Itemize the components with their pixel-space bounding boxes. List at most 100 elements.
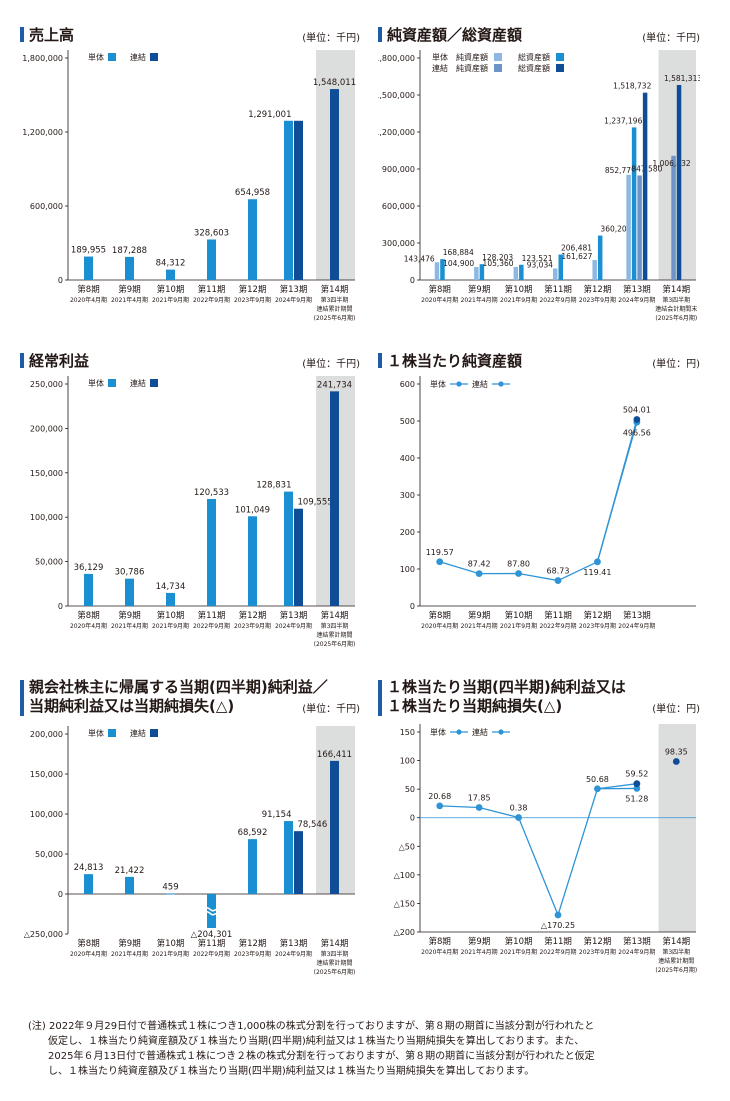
chart-title: 売上高	[20, 26, 74, 45]
point-consolidated	[633, 780, 641, 788]
x-sub-label: 連結累計期間	[658, 957, 694, 965]
y-tick-label: 150	[400, 728, 415, 737]
y-tick-label: 150,000	[30, 469, 63, 478]
x-tick-label: 第13期	[623, 284, 651, 295]
x-sub-label: 2022年9月期	[193, 622, 230, 630]
data-label: 50.68	[586, 775, 609, 784]
x-sub-label: 2021年9月期	[152, 950, 189, 958]
x-tick-label: 第10期	[505, 610, 533, 621]
x-sub-label: 2023年9月期	[234, 296, 271, 304]
data-label: 123,521	[522, 254, 553, 263]
data-label: 84,312	[156, 259, 186, 269]
legend-swatch	[108, 729, 116, 737]
data-label: 20.68	[428, 792, 451, 801]
x-sub-label: 2022年9月期	[539, 296, 576, 304]
x-tick-label: 第10期	[505, 284, 533, 295]
unit-label: (単位：千円)	[302, 33, 360, 44]
x-tick-label: 第9期	[118, 284, 140, 295]
point-consolidated	[633, 416, 641, 423]
panel-bps: １株当たり純資産額 (単位：円) 0 100 200 300 400 500 600 第8期 2…	[378, 352, 700, 652]
data-label: 128,831	[256, 481, 291, 491]
legend-label: 単体	[432, 52, 448, 62]
panel-sales: 売上高 (単位：千円) 0 600,000 1,200,000 1,800,000 第8…	[20, 26, 360, 326]
data-label: 98.35	[665, 748, 688, 757]
x-sub-label: (2025年6月期)	[314, 314, 356, 322]
data-label: 68,592	[238, 828, 268, 838]
x-sub-label: 2021年9月期	[500, 948, 537, 956]
data-label: 654,958	[235, 188, 270, 198]
x-sub-label: 連結累計期間	[316, 959, 352, 967]
assets-chart: 0 300,000 600,000 900,000 1,200,000 1,500,000…	[378, 50, 700, 322]
x-tick-label: 第10期	[157, 938, 185, 949]
axis-break	[203, 907, 217, 916]
chart-title-line2: 当期純利益又は当期純損失(△)	[29, 697, 235, 715]
legend-swatch	[494, 64, 502, 72]
legend-swatch	[150, 729, 158, 737]
x-sub-label: 第3四半期	[662, 296, 690, 304]
x-tick-label: 第8期	[429, 284, 451, 295]
chart-title: 純資産額／総資産額	[378, 26, 522, 45]
y-tick-label: 250,000	[30, 380, 63, 389]
x-tick-label: 第14期	[321, 610, 349, 621]
x-sub-label: 第3四半期	[321, 622, 349, 630]
y-tick-label: 100,000	[30, 513, 63, 522]
x-sub-label: 2023年9月期	[579, 948, 616, 956]
unit-label: (単位：円)	[652, 704, 700, 715]
y-tick-label: 50	[405, 785, 415, 794]
unit-label: (単位：円)	[652, 359, 700, 370]
legend-label: 単体	[88, 378, 104, 388]
y-tick-label: △150	[394, 899, 415, 908]
x-sub-label: 2023年9月期	[579, 296, 616, 304]
legend-marker	[498, 729, 504, 735]
legend-swatch	[108, 53, 116, 61]
data-label: 328,603	[194, 228, 229, 238]
data-label: 166,411	[317, 750, 352, 760]
legend-swatch	[150, 379, 158, 387]
data-label: 1,237,196	[604, 116, 642, 125]
data-label: 504.01	[623, 406, 651, 415]
bar-consol-total	[676, 84, 682, 280]
legend-swatch	[150, 53, 158, 61]
y-tick-label: 1,500,000	[378, 91, 415, 100]
y-tick-label: 400	[400, 454, 415, 463]
data-label: △204,301	[191, 930, 233, 940]
point-single	[475, 804, 483, 811]
legend-marker	[456, 729, 462, 735]
x-tick-label: 第11期	[198, 610, 226, 621]
x-tick-label: 第12期	[239, 284, 267, 295]
point-single	[554, 577, 562, 584]
bar-single	[207, 498, 216, 606]
x-sub-label: (2025年6月期)	[314, 968, 356, 976]
bar-single-total	[519, 264, 524, 280]
data-label: 161,627	[561, 252, 592, 261]
y-tick-label: 1,200,000	[22, 128, 63, 137]
data-label: 120,533	[194, 488, 229, 498]
data-label: 119.41	[583, 568, 611, 577]
x-tick-label: 第9期	[468, 610, 490, 621]
x-tick-label: 第13期	[623, 936, 651, 947]
y-tick-label: 1,800,000	[22, 54, 63, 63]
x-sub-label: 2022年9月期	[539, 622, 576, 630]
panel-ordinary: 経常利益 (単位：千円) 0 50,000 100,000 150,000 200,00…	[20, 352, 360, 652]
bar-single	[166, 592, 175, 606]
bar-single-net	[434, 262, 440, 280]
data-label: 59.52	[625, 770, 648, 779]
bar-consolidated	[294, 831, 303, 894]
point-single	[594, 785, 601, 793]
bar-single	[284, 821, 293, 894]
y-tick-label: 0	[410, 276, 415, 285]
x-tick-label: 第14期	[321, 938, 349, 949]
y-tick-label: 0	[58, 890, 63, 899]
data-label: 1,518,732	[613, 82, 651, 91]
y-tick-label: 100	[400, 565, 415, 574]
data-label: 91,154	[262, 810, 292, 820]
x-tick-label: 第12期	[239, 938, 267, 949]
bar-single	[248, 839, 257, 894]
y-tick-label: 600,000	[30, 202, 63, 211]
y-tick-label: 50,000	[35, 850, 63, 859]
x-sub-label: 2021年4月期	[461, 622, 498, 630]
legend-label: 連結	[432, 63, 448, 73]
legend-label: 連結	[130, 52, 146, 62]
point-single	[633, 785, 641, 792]
bar-single-net	[626, 174, 631, 280]
